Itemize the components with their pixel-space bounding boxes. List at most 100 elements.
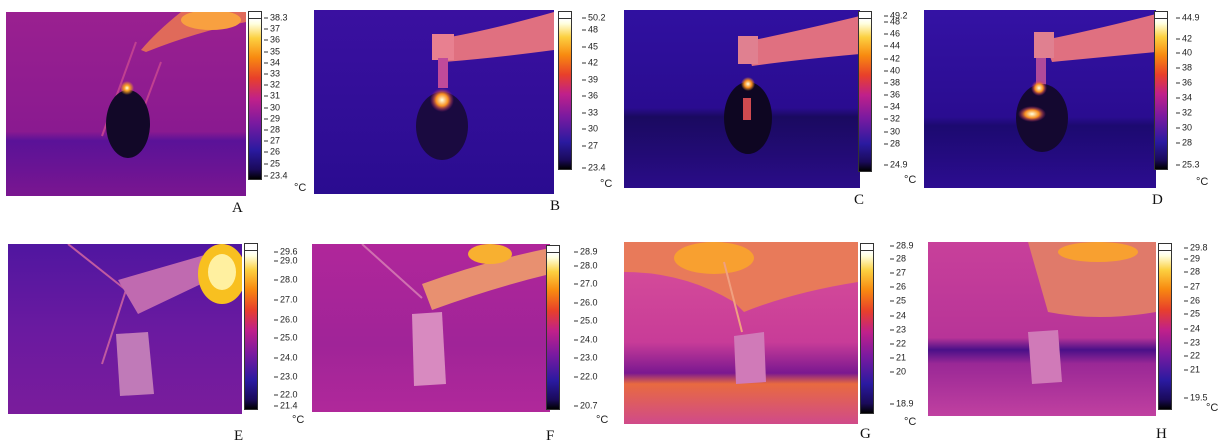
tick-label: 18.9 <box>890 398 914 409</box>
tick-label: 24 <box>889 310 907 321</box>
tick-label: 21 <box>889 352 907 363</box>
tick-label: 40 <box>1175 47 1193 57</box>
tick-label: 21.4 <box>274 400 298 411</box>
tick-label: 28.9 <box>890 240 914 251</box>
tick-label: 30 <box>263 102 281 113</box>
tick-label: 22.0 <box>574 371 598 382</box>
color-scale-g <box>860 243 874 414</box>
tick-label: 28 <box>263 124 281 135</box>
tick-label: 36 <box>263 34 281 45</box>
tick-label: 26 <box>889 281 907 292</box>
tick-label: 36 <box>581 90 599 101</box>
tick-label: 29.0 <box>274 255 298 266</box>
tick-label: 48 <box>883 16 901 27</box>
unit-label-f: °C <box>596 414 609 426</box>
tick-label: 26.0 <box>574 297 598 308</box>
thermal-image-e <box>8 244 242 414</box>
unit-label-b: °C <box>600 178 613 190</box>
tick-label: 28 <box>1183 266 1201 277</box>
tick-label: 27 <box>581 140 599 150</box>
tick-label: 23.0 <box>574 352 598 363</box>
tick-label: 26.0 <box>274 314 298 325</box>
unit-label-a: °C <box>294 182 307 194</box>
tick-label: 44 <box>883 40 901 51</box>
thermal-image-h <box>928 242 1156 416</box>
tick-label: 42 <box>1175 33 1193 44</box>
panel-b: 50.2 48 45 42 39 36 33 30 27 23.4 °C B <box>306 0 614 220</box>
tick-label: 42 <box>581 57 599 68</box>
tick-label: 25.3 <box>1176 159 1200 170</box>
tick-label: 28.0 <box>274 274 298 285</box>
tick-label: 22.0 <box>274 389 298 400</box>
tick-label: 44.9 <box>1176 12 1200 23</box>
panel-a: 38.3 37 36 35 34 33 32 31 30 29 28 27 26… <box>0 0 306 220</box>
tick-label: 29.8 <box>1184 242 1208 253</box>
tick-label: 23.4 <box>264 170 288 181</box>
tick-label: 34 <box>883 101 901 112</box>
color-scale-h <box>1158 243 1172 410</box>
panel-f: 28.9 28.0 27.0 26.0 25.0 24.0 23.0 22.0 … <box>306 222 614 446</box>
tick-label: 33 <box>581 107 599 117</box>
tick-label: 45 <box>581 41 599 51</box>
tick-label: 36 <box>883 89 901 100</box>
tick-label: 26 <box>263 146 281 157</box>
color-scale-a <box>248 11 262 180</box>
panel-label-c: C <box>854 192 865 208</box>
tick-label: 50.2 <box>582 12 606 23</box>
tick-label: 23 <box>1183 337 1201 347</box>
panel-label-e: E <box>234 428 244 444</box>
thermal-image-c <box>624 10 860 188</box>
tick-label: 27 <box>889 267 907 278</box>
tick-label: 24.0 <box>274 352 298 363</box>
tick-label: 27 <box>263 135 281 146</box>
tick-label: 27.0 <box>574 278 598 289</box>
tick-label: 28.0 <box>574 260 598 271</box>
tick-label: 38 <box>1175 62 1193 72</box>
tick-label: 42 <box>883 53 901 64</box>
tick-label: 33 <box>263 68 281 79</box>
panel-label-f: F <box>546 428 555 444</box>
panel-g: 28.9 28 27 26 25 24 23 22 21 20 18.9 °C … <box>614 222 922 446</box>
tick-label: 20.7 <box>574 400 598 411</box>
tick-label: 30 <box>883 126 901 137</box>
tick-label: 48 <box>581 24 599 35</box>
tick-label: 28.9 <box>574 246 598 257</box>
tick-label: 24 <box>1183 323 1201 334</box>
panel-label-h: H <box>1156 426 1167 442</box>
tick-label: 21 <box>1183 364 1201 374</box>
tick-label: 23 <box>889 324 907 335</box>
tick-label: 30 <box>581 123 599 134</box>
tick-label: 29 <box>1183 253 1201 263</box>
tick-label: 25.0 <box>274 332 298 343</box>
tick-label: 30 <box>1175 122 1193 132</box>
tick-label: 20 <box>889 366 907 377</box>
unit-label-d: °C <box>1196 176 1209 188</box>
tick-label: 22 <box>889 338 907 349</box>
tick-label: 32 <box>263 79 281 90</box>
panel-h: 29.8 29 28 27 26 25 24 23 22 21 19.5 °C … <box>922 222 1224 446</box>
tick-label: 37 <box>263 23 281 34</box>
tick-label: 32 <box>883 113 901 124</box>
tick-label: 23.4 <box>582 162 606 173</box>
tick-label: 26 <box>1183 295 1201 305</box>
tick-label: 38 <box>883 77 901 88</box>
tick-label: 24.0 <box>574 334 598 345</box>
color-scale-e <box>244 243 258 410</box>
tick-label: 38.3 <box>264 12 288 23</box>
tick-label: 24.9 <box>884 159 908 170</box>
tick-label: 39 <box>581 74 599 84</box>
tick-label: 27.0 <box>274 294 298 305</box>
tick-label: 29 <box>263 113 281 124</box>
tick-label: 25.0 <box>574 315 598 326</box>
tick-label: 35 <box>263 46 281 57</box>
unit-label-e: °C <box>292 414 305 426</box>
thermal-image-d <box>924 10 1156 188</box>
unit-label-h: °C <box>1206 402 1219 414</box>
tick-label: 19.5 <box>1184 392 1208 403</box>
tick-label: 23.0 <box>274 371 298 382</box>
color-scale-d <box>1154 11 1168 170</box>
color-scale-c <box>858 11 872 172</box>
tick-label: 28 <box>1175 137 1193 147</box>
tick-label: 22 <box>1183 350 1201 361</box>
color-scale-f <box>546 245 560 410</box>
